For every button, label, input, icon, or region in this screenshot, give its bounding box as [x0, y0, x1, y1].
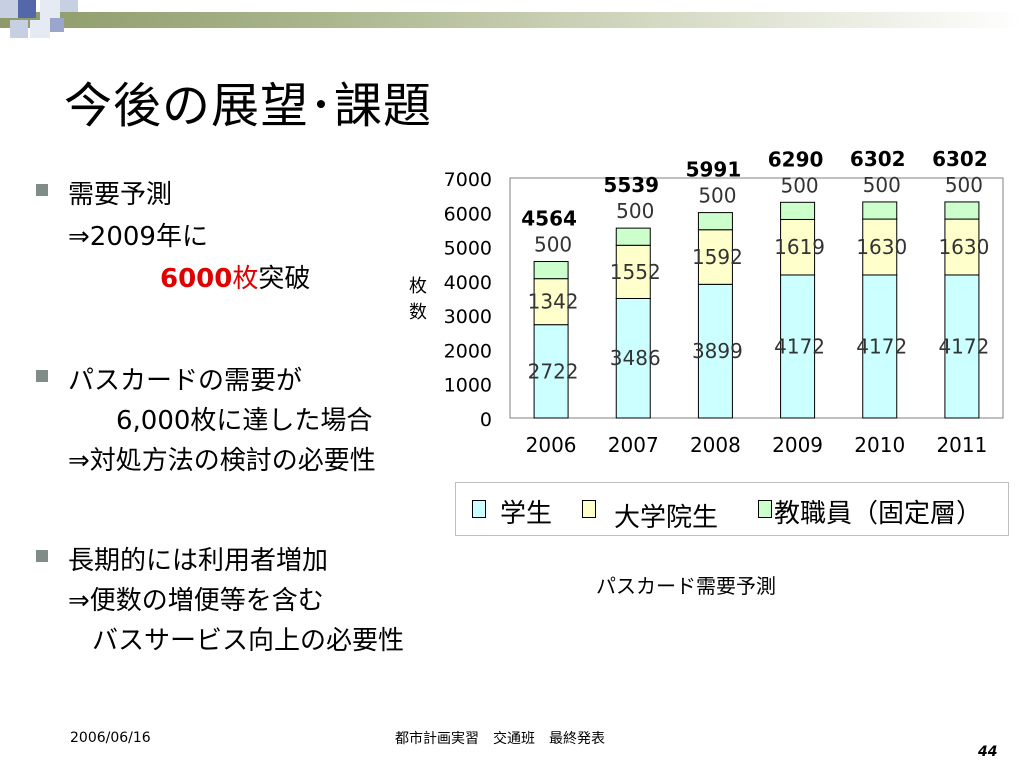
data-label: 500 [780, 173, 818, 197]
x-axis-ticks: 2006 2007 2008 2009 2010 2011 [526, 433, 988, 457]
bar-segment [780, 274, 816, 419]
bar-segment [944, 218, 980, 276]
legend-swatch-student [472, 500, 486, 518]
bar-segment [533, 324, 569, 419]
y-tick-label: 1000 [444, 375, 492, 397]
bar-segment [862, 218, 898, 276]
data-label: 3486 [610, 346, 661, 370]
data-label: 500 [945, 173, 983, 197]
y-tick-label: 4000 [444, 272, 492, 294]
data-label: 1342 [528, 290, 579, 314]
highlight-number: 6000 [160, 264, 233, 294]
y-tick-label: 0 [480, 409, 492, 431]
chart-legend: 学生 大学院生 教職員（固定層） [455, 482, 1009, 536]
bar-segment [533, 278, 569, 326]
data-label: 500 [863, 173, 901, 197]
bullet-1-heading: 需要予測 [68, 180, 173, 210]
bullet-3-line2: ⇒便数の増便等を含む [68, 586, 324, 616]
bullet-3-line3: バスサービス向上の必要性 [92, 626, 405, 656]
bullet-2-line3: ⇒対処方法の検討の必要性 [68, 446, 376, 476]
bar-segment [780, 218, 816, 276]
total-label: 5991 [686, 158, 742, 182]
plot-frame [509, 177, 1004, 419]
bar-segment [615, 227, 651, 246]
y-tick-label: 6000 [444, 203, 492, 225]
slide-title: 今後の展望･課題 [64, 78, 433, 134]
decor-square [10, 20, 28, 38]
y-axis-label: 枚数 [409, 276, 427, 323]
total-label: 5539 [603, 173, 659, 197]
bar-segment [944, 201, 980, 220]
data-label: 2722 [528, 359, 579, 383]
data-label: 500 [534, 233, 572, 257]
data-label: 1630 [856, 235, 907, 259]
decor-square [0, 0, 18, 18]
data-label: 3899 [692, 339, 743, 363]
y-tick-label: 3000 [444, 306, 492, 328]
data-label: 1592 [692, 245, 743, 269]
bullet-2-line2: 6,000枚に達した場合 [116, 406, 373, 436]
bar-segment [944, 274, 980, 419]
data-label: 4172 [856, 334, 907, 358]
total-label: 6290 [768, 147, 824, 171]
x-tick-label: 2011 [936, 433, 987, 457]
bullet-1-line3: 6000枚突破 [160, 258, 310, 295]
x-tick-label: 2009 [772, 433, 823, 457]
total-label: 6302 [932, 147, 988, 171]
y-axis-ticks: 0 1000 2000 3000 4000 5000 6000 7000 [444, 169, 492, 431]
bullet-marker [36, 184, 48, 196]
x-tick-label: 2008 [690, 433, 741, 457]
y-axis-label-char: 枚 [409, 276, 427, 297]
data-label: 500 [698, 184, 736, 208]
bar-segment [615, 244, 651, 299]
data-label: 4172 [938, 334, 989, 358]
decor-square [18, 0, 36, 18]
header-band [0, 0, 1024, 40]
y-tick-label: 7000 [444, 169, 492, 191]
total-label: 6302 [850, 147, 906, 171]
y-axis-label-char: 数 [409, 302, 427, 323]
highlight-unit: 枚 [232, 264, 259, 294]
decor-square [50, 18, 64, 32]
data-label: 4172 [774, 334, 825, 358]
bar-segment [780, 201, 816, 220]
bar-segment [697, 212, 733, 231]
y-tick-label: 5000 [444, 238, 492, 260]
legend-swatch-staff [758, 500, 772, 518]
demand-forecast-chart: 枚数 0 1000 2000 3000 4000 5000 6000 7000 2722 134… [409, 147, 1004, 457]
data-label: 1552 [610, 260, 661, 284]
legend-swatch-grad [582, 500, 596, 518]
bar-segment [862, 274, 898, 419]
data-label: 1619 [774, 235, 825, 259]
page-number: 44 [978, 744, 998, 760]
data-label: 1630 [938, 235, 989, 259]
x-tick-label: 2006 [526, 433, 577, 457]
bullet-3-heading: 長期的には利用者増加 [68, 546, 329, 576]
data-label: 500 [616, 199, 654, 223]
bar-segment [533, 261, 569, 280]
x-tick-label: 2010 [854, 433, 905, 457]
decor-square [30, 20, 50, 38]
bar-segment [697, 229, 733, 285]
bullet-1-line2: ⇒2009年に [68, 222, 208, 252]
x-tick-label: 2007 [608, 433, 659, 457]
legend-label-student: 学生 [500, 499, 553, 529]
bullet-1-suffix: 突破 [258, 264, 311, 294]
bullet-marker [36, 370, 48, 382]
total-label: 4564 [521, 207, 577, 231]
plot-area: 2722134250045643486155250055393899159250… [509, 147, 1004, 419]
decor-square [40, 0, 60, 20]
bullet-marker [36, 550, 48, 562]
bar-segment [862, 201, 898, 220]
header-gradient-bar [0, 12, 1024, 28]
footer-title: 都市計画実習 交通班 最終発表 [395, 731, 605, 747]
legend-label-grad: 大学院生 [614, 503, 719, 533]
bullet-2-heading: パスカードの需要が [68, 366, 303, 396]
decor-square [60, 0, 78, 12]
legend-label-staff: 教職員（固定層） [774, 499, 983, 529]
footer-date: 2006/06/16 [70, 730, 151, 746]
y-tick-label: 2000 [444, 340, 492, 362]
chart-caption: パスカード需要予測 [596, 574, 776, 598]
